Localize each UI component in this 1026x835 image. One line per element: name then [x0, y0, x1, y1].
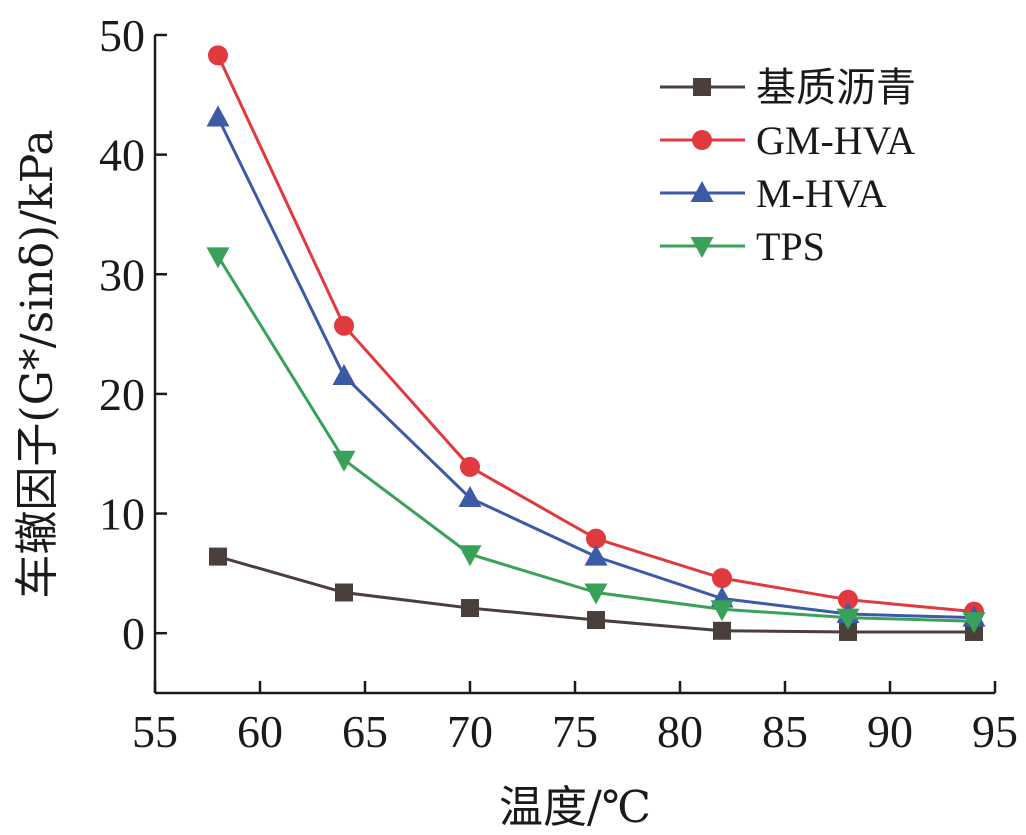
- data-point: [586, 528, 606, 549]
- series-1: [208, 45, 984, 622]
- data-point: [332, 363, 356, 385]
- x-tick-label: 90: [867, 706, 913, 757]
- legend-item: M-HVA: [660, 171, 887, 216]
- data-point: [838, 589, 858, 610]
- x-tick-label: 65: [342, 706, 388, 757]
- data-point: [334, 315, 354, 336]
- legend-label: M-HVA: [756, 171, 887, 216]
- data-point: [836, 608, 860, 630]
- x-tick-label: 55: [132, 706, 178, 757]
- data-point: [839, 622, 857, 641]
- x-tick-label: 95: [972, 706, 1018, 757]
- legend-item: 基质沥青: [660, 65, 916, 110]
- data-point: [584, 583, 608, 605]
- legend-item: GM-HVA: [660, 118, 915, 163]
- data-point: [713, 621, 731, 640]
- y-tick-label: 20: [99, 369, 145, 420]
- data-point: [209, 547, 227, 566]
- x-tick-label: 60: [237, 706, 283, 757]
- legend-item: TPS: [660, 224, 825, 269]
- data-point: [962, 612, 986, 634]
- data-point: [460, 456, 480, 477]
- legend: 基质沥青 GM-HVA M-HVA TPS: [660, 65, 916, 269]
- data-point: [584, 544, 608, 566]
- series-line: [216, 255, 975, 623]
- y-tick-label: 30: [99, 249, 145, 300]
- legend-label: 基质沥青: [756, 65, 916, 110]
- data-point: [710, 600, 734, 622]
- y-tick-label: 10: [99, 489, 145, 540]
- series-layer: [206, 45, 986, 641]
- legend-marker: [690, 237, 714, 258]
- legend-label: GM-HVA: [756, 118, 915, 163]
- y-axis-label: 车辙因子(G*/sinδ)/kPa: [12, 129, 63, 598]
- data-point: [206, 105, 230, 127]
- data-point: [461, 599, 479, 618]
- data-point: [208, 45, 228, 66]
- x-tick-label: 85: [762, 706, 808, 757]
- y-tick-label: 40: [99, 130, 145, 181]
- data-point: [206, 247, 230, 269]
- x-tick-label: 80: [657, 706, 703, 757]
- legend-marker: [690, 181, 714, 202]
- data-point: [712, 568, 732, 589]
- y-tick-label: 50: [99, 10, 145, 61]
- series-3: [206, 247, 986, 634]
- legend-marker: [692, 130, 712, 150]
- x-axis-label: 温度/℃: [499, 782, 651, 833]
- x-tick-label: 70: [447, 706, 493, 757]
- legend-label: TPS: [756, 224, 825, 269]
- x-tick-label: 75: [552, 706, 598, 757]
- y-tick-label: 0: [122, 608, 145, 659]
- x-axis-ticks: 55 60 65 70 75 80 85 90 95: [132, 681, 1018, 757]
- data-point: [458, 485, 482, 507]
- y-axis-ticks: 0 10 20 30 40 50: [99, 10, 167, 659]
- series-0: [209, 547, 983, 641]
- legend-marker: [693, 78, 711, 96]
- data-point: [332, 450, 356, 472]
- data-point: [587, 611, 605, 630]
- data-point: [335, 583, 353, 602]
- data-point: [458, 545, 482, 567]
